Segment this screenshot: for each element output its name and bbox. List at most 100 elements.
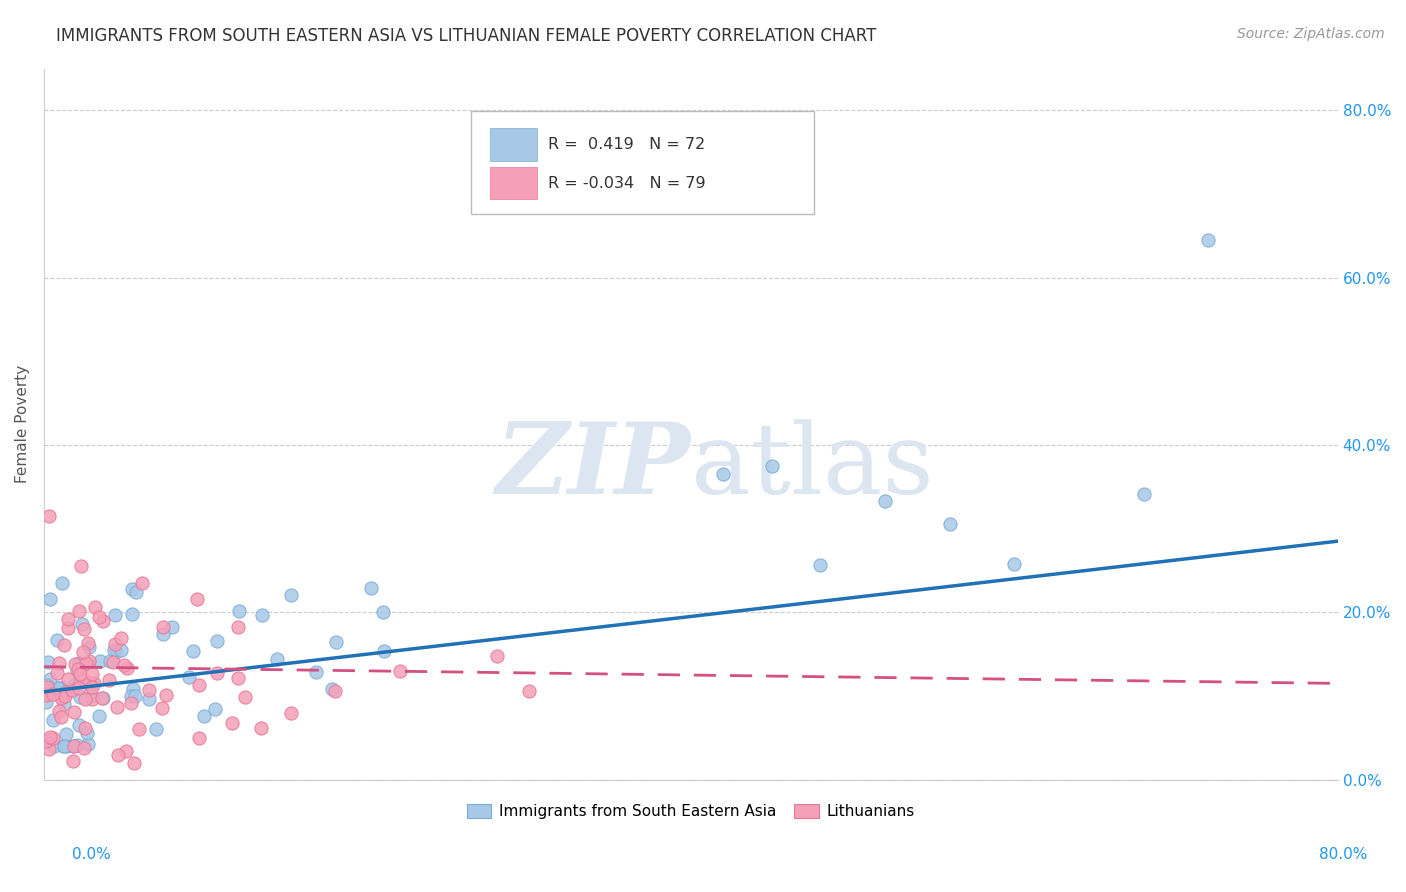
Point: [67, 662, 90, 676]
Point: [67, 717, 90, 731]
Point: [80, 689, 103, 703]
Text: atlas: atlas: [690, 419, 934, 515]
Point: [45, 666, 67, 681]
Point: [193, 709, 215, 723]
Point: [104, 608, 127, 623]
Point: [53, 638, 76, 652]
Point: [188, 731, 211, 745]
Point: [155, 688, 177, 702]
Point: [56, 739, 79, 753]
Point: [87, 709, 110, 723]
Point: [48, 704, 70, 718]
Point: [89, 654, 111, 668]
Point: [252, 608, 274, 623]
Point: [112, 657, 135, 672]
Point: [38, 509, 60, 524]
Text: 80.0%: 80.0%: [1319, 847, 1367, 862]
Point: [52, 739, 75, 753]
Point: [66, 664, 89, 678]
Point: [120, 696, 142, 710]
Point: [53, 689, 76, 703]
Point: [1197, 233, 1219, 247]
Point: [485, 648, 508, 663]
Point: [373, 644, 395, 658]
Point: [45, 633, 67, 648]
Point: [181, 644, 204, 658]
Point: [35, 695, 58, 709]
Point: [63, 739, 86, 753]
Point: [388, 664, 411, 678]
Point: [325, 635, 347, 649]
Point: [1002, 558, 1025, 572]
Point: [280, 706, 302, 720]
Point: [138, 682, 160, 697]
Point: [62, 739, 84, 753]
Point: [228, 604, 250, 618]
Point: [53, 684, 76, 698]
Text: ZIP: ZIP: [496, 418, 690, 515]
Point: [1132, 487, 1154, 501]
Point: [80, 666, 103, 681]
Point: [103, 642, 125, 657]
Point: [56, 612, 79, 626]
Point: [808, 558, 831, 572]
FancyBboxPatch shape: [491, 167, 537, 199]
Point: [72, 740, 94, 755]
Point: [77, 676, 100, 690]
Text: R = -0.034   N = 79: R = -0.034 N = 79: [548, 176, 706, 191]
Point: [38, 592, 60, 607]
Point: [152, 627, 174, 641]
Point: [938, 516, 960, 531]
Point: [101, 655, 124, 669]
Point: [110, 643, 132, 657]
Point: [49, 690, 72, 705]
Point: [138, 692, 160, 706]
FancyBboxPatch shape: [491, 128, 537, 161]
FancyBboxPatch shape: [471, 112, 814, 214]
Point: [221, 715, 243, 730]
Point: [517, 683, 540, 698]
Point: [42, 713, 65, 727]
Point: [186, 591, 208, 606]
Point: [56, 673, 79, 687]
Point: [107, 700, 129, 714]
Point: [207, 633, 229, 648]
Point: [80, 691, 103, 706]
Point: [873, 494, 896, 508]
Point: [48, 681, 70, 696]
Point: [121, 607, 143, 621]
Point: [98, 673, 121, 687]
Point: [177, 669, 200, 683]
Point: [55, 727, 77, 741]
Point: [128, 722, 150, 736]
Y-axis label: Female Poverty: Female Poverty: [15, 365, 30, 483]
Point: [150, 701, 173, 715]
Text: 0.0%: 0.0%: [72, 847, 111, 862]
Point: [73, 622, 96, 636]
Point: [75, 657, 97, 671]
Point: [39, 672, 62, 686]
Point: [266, 652, 288, 666]
Point: [76, 636, 98, 650]
Point: [204, 702, 226, 716]
Text: Source: ZipAtlas.com: Source: ZipAtlas.com: [1237, 27, 1385, 41]
Point: [39, 731, 62, 745]
Point: [34, 734, 56, 748]
Point: [38, 742, 60, 756]
Point: [34, 688, 56, 702]
Point: [67, 681, 90, 696]
Point: [120, 689, 142, 703]
Point: [711, 467, 734, 482]
Point: [72, 645, 94, 659]
Point: [69, 690, 91, 704]
Point: [37, 677, 59, 691]
Point: [91, 690, 114, 705]
Point: [70, 617, 93, 632]
Point: [37, 686, 59, 700]
Text: IMMIGRANTS FROM SOUTH EASTERN ASIA VS LITHUANIAN FEMALE POVERTY CORRELATION CHAR: IMMIGRANTS FROM SOUTH EASTERN ASIA VS LI…: [56, 27, 876, 45]
Point: [42, 731, 65, 745]
Point: [226, 620, 249, 634]
Point: [145, 722, 167, 736]
Point: [83, 676, 105, 690]
Point: [122, 756, 145, 770]
